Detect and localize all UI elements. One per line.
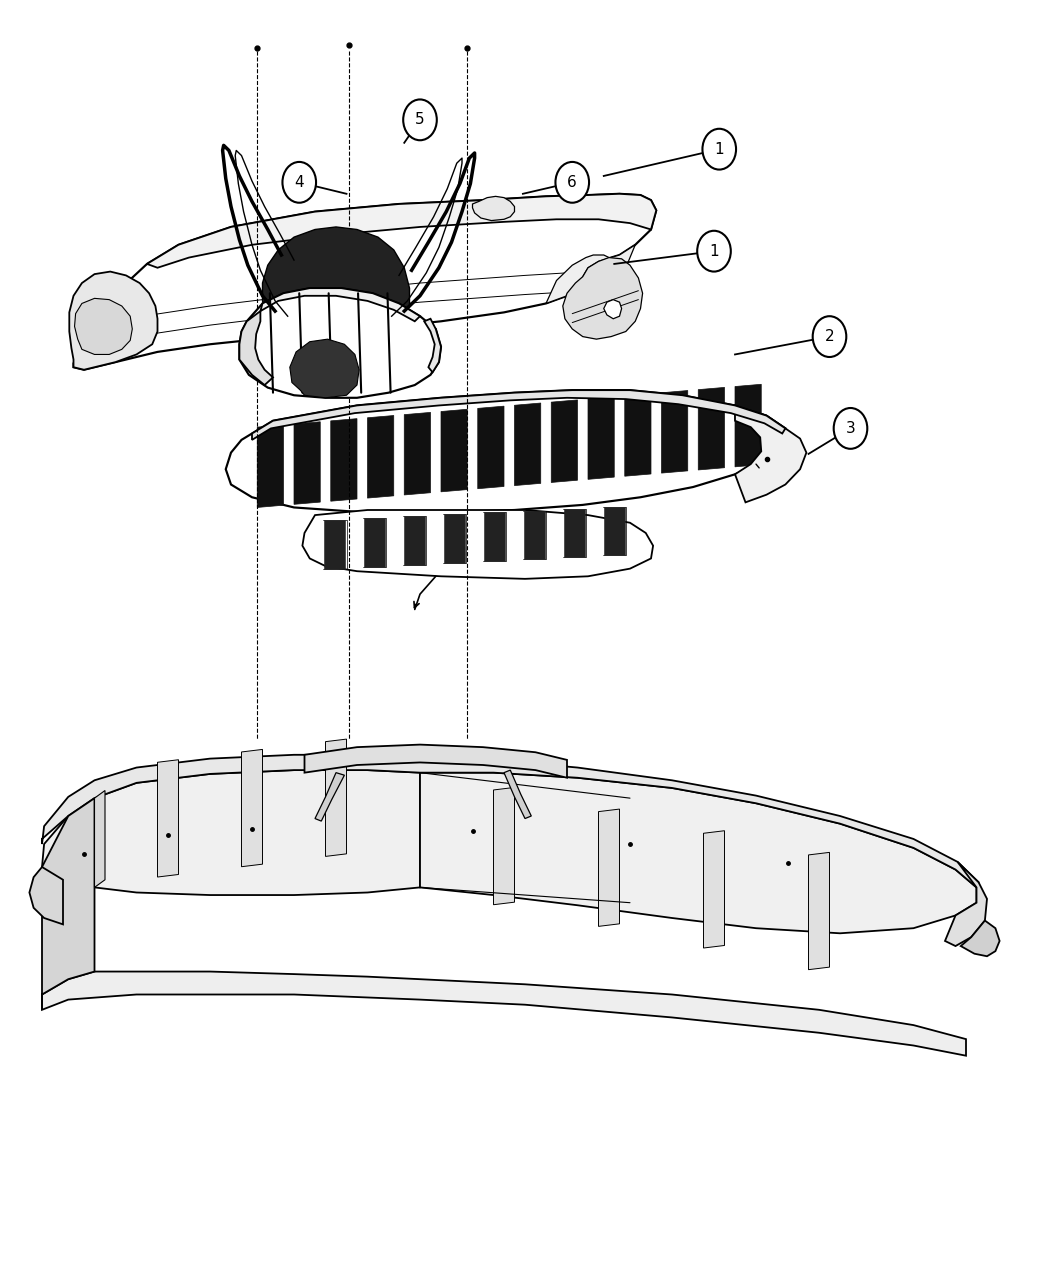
Polygon shape bbox=[147, 194, 656, 268]
Polygon shape bbox=[315, 773, 344, 821]
Polygon shape bbox=[441, 409, 467, 492]
Circle shape bbox=[555, 162, 589, 203]
Circle shape bbox=[282, 162, 316, 203]
Polygon shape bbox=[368, 416, 394, 499]
Polygon shape bbox=[158, 760, 179, 877]
Circle shape bbox=[834, 408, 867, 449]
Polygon shape bbox=[257, 425, 284, 507]
Polygon shape bbox=[239, 288, 441, 398]
Polygon shape bbox=[29, 867, 63, 924]
Polygon shape bbox=[945, 862, 987, 946]
Polygon shape bbox=[564, 509, 585, 557]
Polygon shape bbox=[444, 514, 465, 562]
Polygon shape bbox=[961, 921, 1000, 956]
Polygon shape bbox=[75, 298, 132, 354]
Polygon shape bbox=[808, 853, 830, 970]
Polygon shape bbox=[588, 397, 614, 479]
Polygon shape bbox=[735, 405, 806, 502]
Polygon shape bbox=[563, 258, 643, 339]
Circle shape bbox=[813, 316, 846, 357]
Polygon shape bbox=[404, 516, 425, 565]
Polygon shape bbox=[698, 388, 724, 470]
Polygon shape bbox=[42, 798, 94, 1010]
Circle shape bbox=[403, 99, 437, 140]
Polygon shape bbox=[420, 773, 976, 933]
Text: 4: 4 bbox=[294, 175, 304, 190]
Text: 3: 3 bbox=[845, 421, 856, 436]
Polygon shape bbox=[304, 745, 567, 778]
Polygon shape bbox=[331, 418, 357, 501]
Polygon shape bbox=[290, 339, 359, 398]
Text: 1: 1 bbox=[714, 142, 724, 157]
Polygon shape bbox=[242, 750, 262, 867]
Polygon shape bbox=[551, 400, 578, 482]
Polygon shape bbox=[598, 810, 620, 927]
Polygon shape bbox=[484, 513, 505, 561]
Polygon shape bbox=[252, 390, 785, 440]
Polygon shape bbox=[262, 227, 410, 338]
Polygon shape bbox=[226, 390, 785, 513]
Text: 2: 2 bbox=[824, 329, 835, 344]
Polygon shape bbox=[302, 510, 653, 579]
Polygon shape bbox=[514, 403, 541, 486]
Polygon shape bbox=[239, 311, 273, 385]
Polygon shape bbox=[364, 518, 385, 566]
Polygon shape bbox=[42, 972, 966, 1056]
Polygon shape bbox=[604, 506, 625, 555]
Polygon shape bbox=[424, 319, 441, 372]
Polygon shape bbox=[735, 384, 761, 467]
Polygon shape bbox=[524, 510, 545, 558]
Polygon shape bbox=[494, 788, 514, 905]
Text: 1: 1 bbox=[709, 244, 719, 259]
Polygon shape bbox=[326, 740, 346, 857]
Polygon shape bbox=[504, 770, 531, 819]
Polygon shape bbox=[704, 831, 724, 949]
Polygon shape bbox=[604, 300, 622, 319]
Circle shape bbox=[697, 231, 731, 272]
Polygon shape bbox=[42, 770, 420, 895]
Text: 5: 5 bbox=[415, 112, 425, 128]
Polygon shape bbox=[404, 412, 430, 495]
Polygon shape bbox=[472, 196, 514, 221]
Text: 6: 6 bbox=[567, 175, 578, 190]
Polygon shape bbox=[74, 194, 656, 370]
Polygon shape bbox=[94, 790, 105, 887]
Polygon shape bbox=[662, 390, 688, 473]
Polygon shape bbox=[478, 407, 504, 488]
Circle shape bbox=[702, 129, 736, 170]
Polygon shape bbox=[324, 520, 345, 569]
Polygon shape bbox=[546, 245, 635, 303]
Polygon shape bbox=[69, 272, 158, 370]
Polygon shape bbox=[294, 422, 320, 505]
Polygon shape bbox=[260, 288, 420, 321]
Polygon shape bbox=[42, 755, 979, 887]
Polygon shape bbox=[625, 394, 651, 477]
